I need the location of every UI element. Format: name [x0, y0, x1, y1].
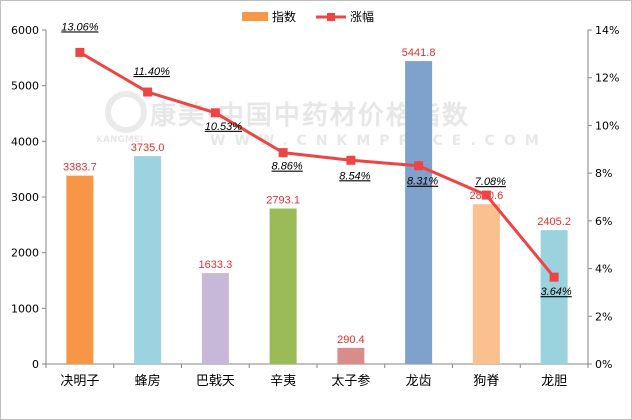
- line-marker: [414, 161, 424, 171]
- watermark-logo-text: KANGMEI: [96, 135, 143, 145]
- left-tick-label: 2000: [11, 247, 39, 260]
- legend-bar-label: 指数: [272, 9, 296, 24]
- right-tick-label: 14%: [595, 24, 619, 37]
- bar-value-label: 5441.8: [402, 47, 436, 59]
- right-tick-label: 4%: [595, 263, 612, 276]
- bar-value-label: 3383.7: [63, 162, 97, 174]
- line-value-label: 3.64%: [541, 286, 572, 298]
- category-label: 狗脊: [473, 374, 499, 389]
- right-tick-label: 12%: [595, 72, 619, 85]
- legend-line-marker: [327, 13, 335, 21]
- line-value-labels: 13.06% 11.40% 10.53% 8.86% 8.54% 8.31% 7.08% 3.…: [61, 21, 572, 298]
- left-tick-label: 1000: [11, 302, 39, 315]
- watermark-logo-ring: [105, 91, 147, 133]
- watermark-url: WWW.CNKMPRICE.COM: [210, 133, 548, 149]
- left-tick-label: 0: [32, 358, 39, 371]
- line-value-label: 13.06%: [61, 21, 99, 33]
- line-marker: [549, 272, 559, 282]
- bar: [540, 230, 568, 364]
- line-value-label: 8.31%: [407, 176, 438, 188]
- line-path: [79, 51, 556, 279]
- left-tick-label: 3000: [11, 191, 39, 204]
- category-label: 太子参: [331, 373, 370, 389]
- left-tick-label: 5000: [11, 80, 39, 93]
- line-marker: [75, 47, 85, 57]
- right-tick-label: 10%: [595, 119, 619, 132]
- line-value-label: 11.40%: [133, 66, 170, 78]
- bar: [337, 347, 365, 364]
- bar: [269, 208, 297, 364]
- bar: [472, 204, 500, 364]
- bar-series: [66, 61, 568, 365]
- bar: [134, 156, 162, 364]
- category-label: 蜂房: [135, 373, 161, 389]
- left-tick-label: 4000: [11, 135, 39, 148]
- line-marker: [210, 108, 220, 118]
- right-tick-label: 8%: [595, 167, 612, 180]
- right-tick-label: 2%: [595, 310, 612, 323]
- line-marker: [346, 155, 356, 165]
- category-label: 决明子: [60, 374, 99, 389]
- legend-bar-swatch: [242, 12, 268, 21]
- category-label: 辛夷: [270, 373, 296, 389]
- bar-value-label: 2793.1: [266, 195, 300, 207]
- legend: 指数 涨幅: [242, 9, 374, 24]
- bar-value-label: 3735.0: [131, 142, 165, 154]
- category-labels: 决明子 蜂房 巴戟天 辛夷 太子参 龙齿 狗脊 龙胆: [60, 373, 567, 389]
- left-tick-label: 6000: [11, 24, 39, 37]
- watermark-logo: KANGMEI: [96, 91, 147, 145]
- bar-value-label: 2405.2: [537, 216, 571, 228]
- line-value-label: 8.86%: [272, 161, 303, 173]
- line-marker: [143, 87, 153, 97]
- category-label: 龙齿: [406, 374, 432, 389]
- right-tick-label: 0%: [595, 358, 612, 371]
- legend-line-label: 涨幅: [350, 9, 374, 24]
- bar: [405, 61, 433, 365]
- bar-value-label: 290.4: [337, 334, 365, 346]
- line-series: [75, 47, 559, 282]
- bar: [66, 175, 94, 364]
- line-value-label: 10.53%: [205, 121, 243, 133]
- line-marker: [278, 148, 288, 158]
- right-tick-label: 6%: [595, 215, 612, 228]
- line-marker: [481, 190, 491, 200]
- bar-value-label: 1633.3: [199, 259, 233, 271]
- line-value-label: 7.08%: [475, 176, 506, 188]
- category-label: 巴戟天: [196, 374, 235, 389]
- line-value-label: 8.54%: [339, 170, 370, 182]
- category-label: 龙胆: [541, 374, 567, 389]
- bar: [201, 273, 229, 364]
